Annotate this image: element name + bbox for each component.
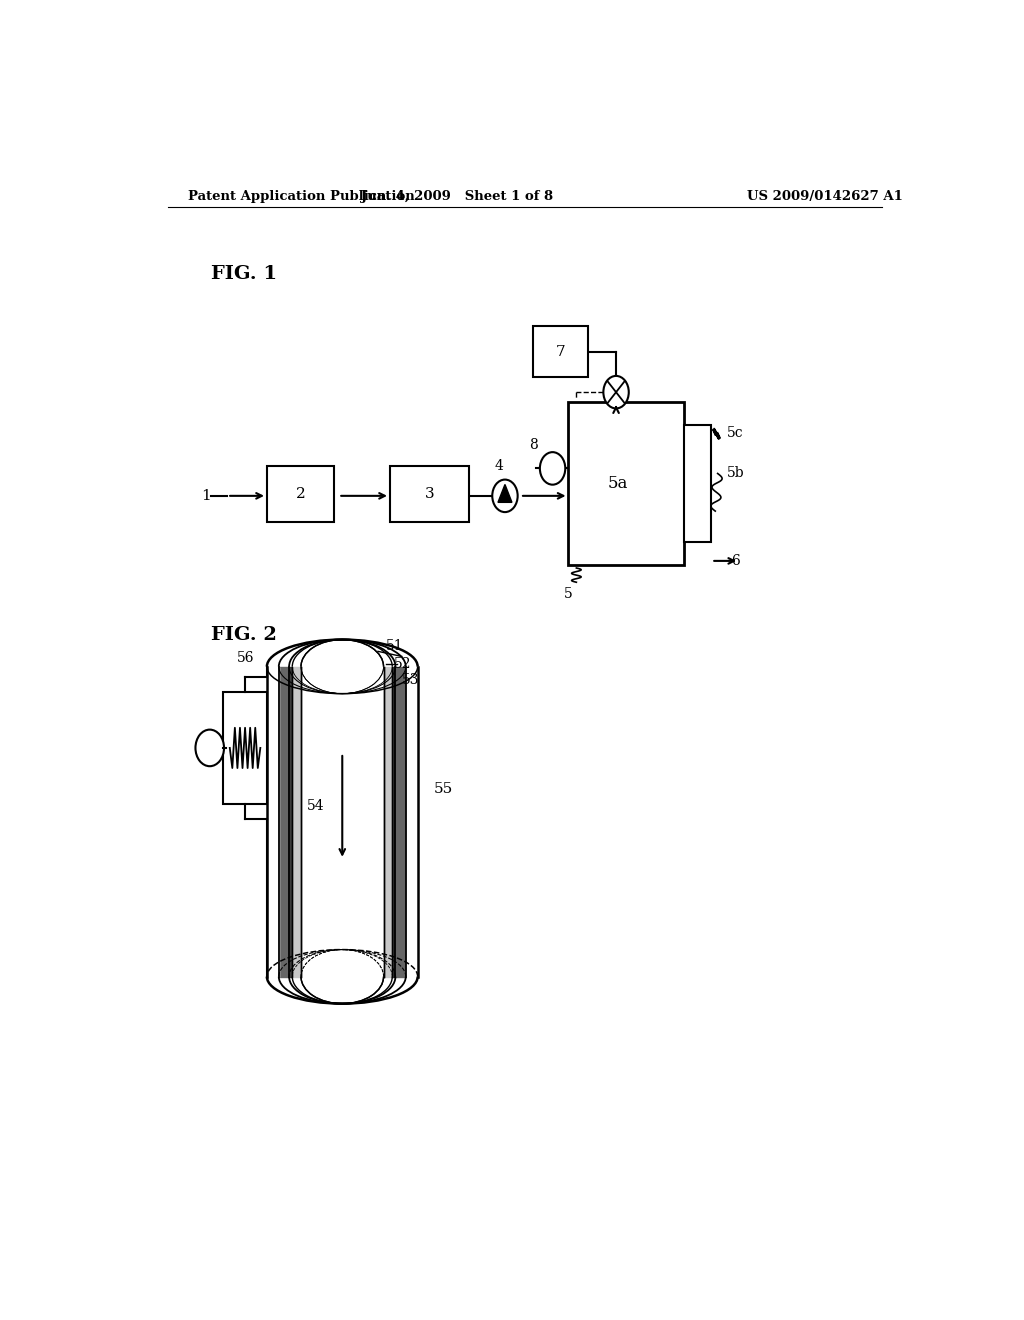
- Bar: [532, 326, 589, 378]
- Text: 52: 52: [394, 656, 412, 671]
- Text: 5c: 5c: [727, 426, 743, 440]
- Text: 4: 4: [495, 459, 504, 474]
- Text: 54: 54: [307, 800, 325, 813]
- Text: 5: 5: [564, 587, 572, 602]
- Bar: [267, 466, 334, 523]
- Text: Patent Application Publication: Patent Application Publication: [187, 190, 415, 202]
- Text: 5b: 5b: [727, 466, 744, 480]
- Bar: [406, 667, 418, 977]
- Text: 6: 6: [731, 554, 740, 568]
- Bar: [392, 667, 395, 977]
- Text: 8: 8: [529, 438, 539, 451]
- Circle shape: [603, 376, 629, 408]
- Bar: [395, 667, 406, 977]
- Text: 7: 7: [556, 345, 565, 359]
- Text: 5a: 5a: [607, 475, 628, 492]
- Circle shape: [493, 479, 518, 512]
- Text: FIG. 2: FIG. 2: [211, 626, 278, 644]
- Bar: [384, 667, 392, 977]
- Bar: [684, 425, 712, 541]
- Text: 51: 51: [386, 639, 403, 653]
- Text: 3: 3: [425, 487, 434, 502]
- Text: Jun. 4, 2009   Sheet 1 of 8: Jun. 4, 2009 Sheet 1 of 8: [361, 190, 553, 202]
- Bar: [568, 403, 684, 565]
- Bar: [301, 667, 342, 977]
- Circle shape: [196, 730, 224, 766]
- Bar: [390, 466, 469, 523]
- Text: 56: 56: [237, 651, 254, 664]
- Bar: [342, 667, 384, 977]
- Circle shape: [540, 453, 565, 484]
- Text: FIG. 1: FIG. 1: [211, 265, 278, 282]
- Bar: [292, 667, 301, 977]
- Text: 55: 55: [433, 781, 453, 796]
- Polygon shape: [498, 484, 512, 503]
- Bar: [223, 692, 267, 804]
- Bar: [267, 667, 279, 977]
- Bar: [279, 667, 289, 977]
- Bar: [289, 667, 292, 977]
- Text: 1: 1: [202, 488, 211, 503]
- Text: 53: 53: [401, 673, 419, 686]
- Text: US 2009/0142627 A1: US 2009/0142627 A1: [748, 190, 903, 202]
- Text: 2: 2: [296, 487, 305, 502]
